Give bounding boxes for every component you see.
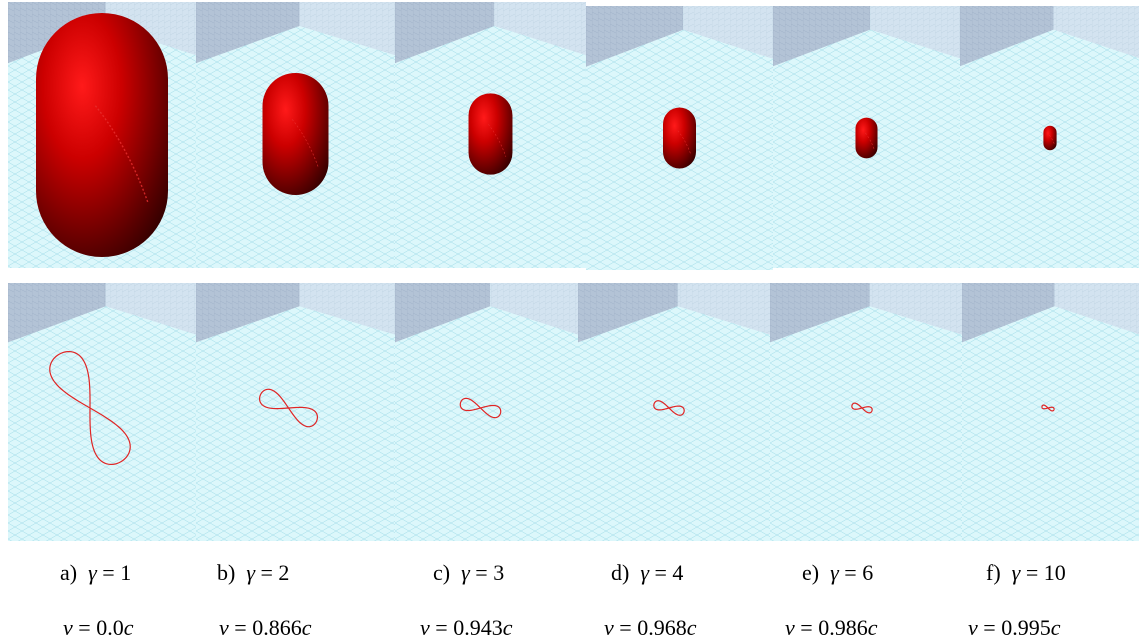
figure-eight-curve-d — [653, 400, 685, 416]
figure-eight-curve-c — [459, 397, 502, 419]
curve-panel-f — [962, 283, 1139, 541]
caption-velocity-b: v = 0.866c — [219, 615, 312, 640]
figure-eight-curve-f — [1041, 404, 1055, 412]
figure-eight-curve-a — [49, 350, 131, 466]
left-wall — [586, 6, 684, 67]
left-wall — [962, 283, 1055, 343]
red-body-e — [855, 117, 878, 159]
body-seam-f — [1049, 134, 1055, 145]
body-panel-e — [773, 6, 960, 268]
curve-panel-a — [8, 283, 196, 541]
right-wall — [105, 2, 196, 56]
left-wall — [196, 2, 300, 64]
caption-velocity-e: v = 0.986c — [785, 615, 878, 640]
body-seam-c — [488, 124, 507, 157]
right-wall — [677, 283, 770, 335]
right-wall — [870, 6, 960, 59]
right-wall — [299, 2, 395, 56]
caption-velocity-a: v = 0.0c — [63, 615, 134, 640]
figure-eight-curve-b — [258, 388, 319, 428]
curve-panel-c — [395, 283, 578, 541]
right-wall — [869, 283, 962, 335]
caption-velocity-d: v = 0.968c — [604, 615, 697, 640]
right-wall — [299, 283, 395, 335]
right-wall — [105, 283, 196, 335]
curve-panel-b — [196, 283, 395, 541]
caption-velocity-c: v = 0.943c — [420, 615, 513, 640]
right-wall — [494, 2, 586, 56]
right-wall — [1053, 6, 1139, 59]
right-wall — [490, 283, 578, 335]
left-wall — [196, 283, 300, 343]
red-body-c — [468, 93, 513, 175]
body-panel-c — [395, 2, 586, 268]
body-panel-f — [960, 6, 1139, 268]
red-body-d — [663, 107, 696, 169]
left-wall — [773, 6, 871, 67]
curve-panel-d — [578, 283, 770, 541]
caption-gamma-e: e) γ = 6 — [802, 560, 874, 585]
caption-gamma-b: b) γ = 2 — [217, 560, 290, 585]
body-panel-d — [586, 6, 773, 270]
caption-gamma-f: f) γ = 10 — [986, 560, 1066, 585]
left-wall — [578, 283, 678, 343]
curve-panel-e — [770, 283, 962, 541]
caption-gamma-c: c) γ = 3 — [433, 560, 505, 585]
body-panel-b — [196, 2, 395, 268]
caption-velocity-f: v = 0.995c — [968, 615, 1061, 640]
red-body-a — [36, 13, 168, 257]
body-seam-b — [291, 119, 319, 169]
figure-eight-curve-e — [851, 402, 873, 414]
left-wall — [395, 283, 491, 343]
red-body-f — [1043, 125, 1057, 151]
caption-gamma-d: d) γ = 4 — [611, 560, 684, 585]
left-wall — [960, 6, 1054, 67]
caption-gamma-a: a) γ = 1 — [60, 560, 132, 585]
red-body-b — [262, 73, 329, 195]
body-panel-a — [8, 2, 196, 268]
left-wall — [770, 283, 870, 343]
right-wall — [683, 6, 773, 59]
right-wall — [1054, 283, 1139, 335]
left-wall — [395, 2, 495, 64]
body-seam-d — [677, 130, 692, 156]
left-wall — [8, 283, 106, 343]
body-seam-e — [865, 132, 875, 150]
